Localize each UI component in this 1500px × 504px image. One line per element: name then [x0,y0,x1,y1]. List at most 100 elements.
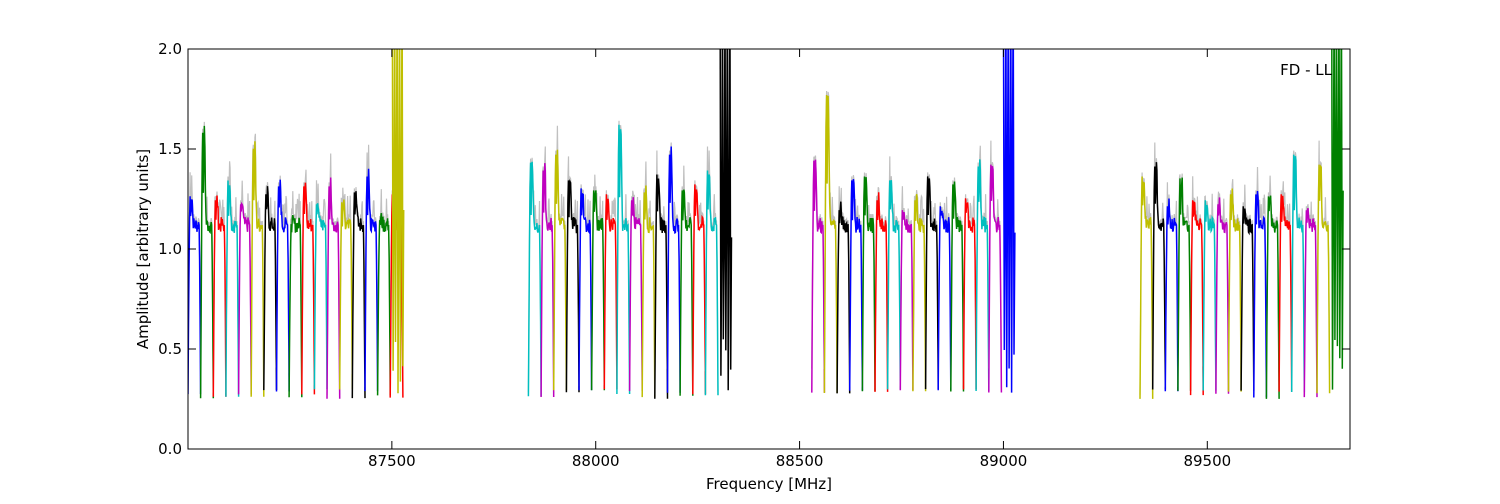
channel-line [552,149,568,391]
channel-line [628,197,643,392]
channel-line [212,195,227,397]
channel-line [679,189,694,396]
channel-line [301,182,316,395]
background-trace [275,175,290,388]
channel-line [288,214,303,398]
background-trace [962,194,977,386]
channel-line [811,159,826,393]
x-tick-label: 89000 [980,452,1028,470]
channel-line [578,188,593,391]
channel-line [924,176,939,390]
plot-frame [187,48,1351,450]
channel-line [950,181,965,392]
background-trace [301,169,315,391]
background-trace [1215,191,1230,390]
channel-line [666,146,681,393]
channel-line [899,210,914,391]
background-trace [628,190,643,388]
channel-line [263,186,278,391]
channel-line [1290,154,1306,393]
y-tick-label: 0.5 [158,340,182,358]
channel-line [527,161,542,397]
channel-line [590,190,606,391]
channel-line [1227,188,1242,392]
edge-spike-line [1331,49,1344,390]
channel-line [988,164,1003,393]
channel-line [1164,198,1179,392]
channel-line [364,168,379,392]
edge-spike-line [1002,49,1016,393]
channel-line [1265,195,1280,399]
channel-line [351,191,366,399]
data-layer [188,49,1344,399]
channel-line [848,179,864,391]
background-trace [1291,150,1305,389]
background-trace [313,180,328,386]
channel-line [975,159,990,392]
y-tick-label: 1.5 [158,140,182,158]
channel-line [199,125,215,399]
channel-line [1189,200,1204,396]
channel-line [338,199,354,390]
chart-annotation: FD - LL [1280,61,1332,79]
channel-line [654,174,669,399]
background-trace [1253,166,1268,394]
channel-line [692,184,707,395]
y-tick-label: 1.0 [158,240,182,258]
background-trace [899,186,914,387]
y-tick-label: 2.0 [158,40,182,58]
x-tick-label: 88500 [776,452,824,470]
channel-line [250,141,265,397]
channel-line [861,176,876,392]
background-trace [679,165,694,392]
background-trace [861,172,876,388]
channel-line [886,180,902,390]
channel-line [1139,176,1154,399]
channel-line [1253,190,1268,398]
x-axis-label: Frequency [MHz] [706,475,832,493]
background-trace [250,133,265,393]
channel-line [1303,208,1318,398]
x-tick-label: 89500 [1183,452,1231,470]
channel-line [823,94,838,394]
x-tick-label: 88000 [572,452,620,470]
channel-line [1151,162,1167,390]
axis-layer: 87500 88000 88500 89000 89500 0.0 0.5 1.0 1.5 2.0 [158,40,1350,470]
background-trace [590,174,605,387]
channel-line [912,194,927,392]
edge-spike-line [391,49,405,394]
channel-line [603,194,618,390]
channel-line [540,163,555,398]
x-tick-label: 87500 [368,452,416,470]
channel-line [225,180,240,397]
channel-line [704,170,719,396]
channel-line [326,177,341,399]
channel-line [874,192,889,392]
background-trace [200,121,214,395]
background-trace [937,196,952,387]
background-trace [975,145,990,388]
channel-line [376,213,391,396]
background-trace [212,191,227,393]
channel-line [188,196,202,395]
channel-line [1202,200,1217,391]
channel-line [1177,177,1192,391]
channel-line [237,201,252,395]
channel-line [1215,197,1230,394]
channel-line [641,185,656,398]
channel-line [962,198,977,390]
channel-line [1278,194,1293,392]
channel-line [836,201,851,394]
edge-spike-line [719,49,733,391]
channel-line [1240,206,1255,391]
background-trace [578,184,593,387]
channel-line [565,178,580,393]
background-trace [326,153,341,395]
channel-line [313,203,328,390]
y-tick-label: 0.0 [158,440,182,458]
plot-area [188,49,1344,399]
channel-line [616,124,631,395]
y-axis-label: Amplitude [arbitrary units] [134,149,152,349]
